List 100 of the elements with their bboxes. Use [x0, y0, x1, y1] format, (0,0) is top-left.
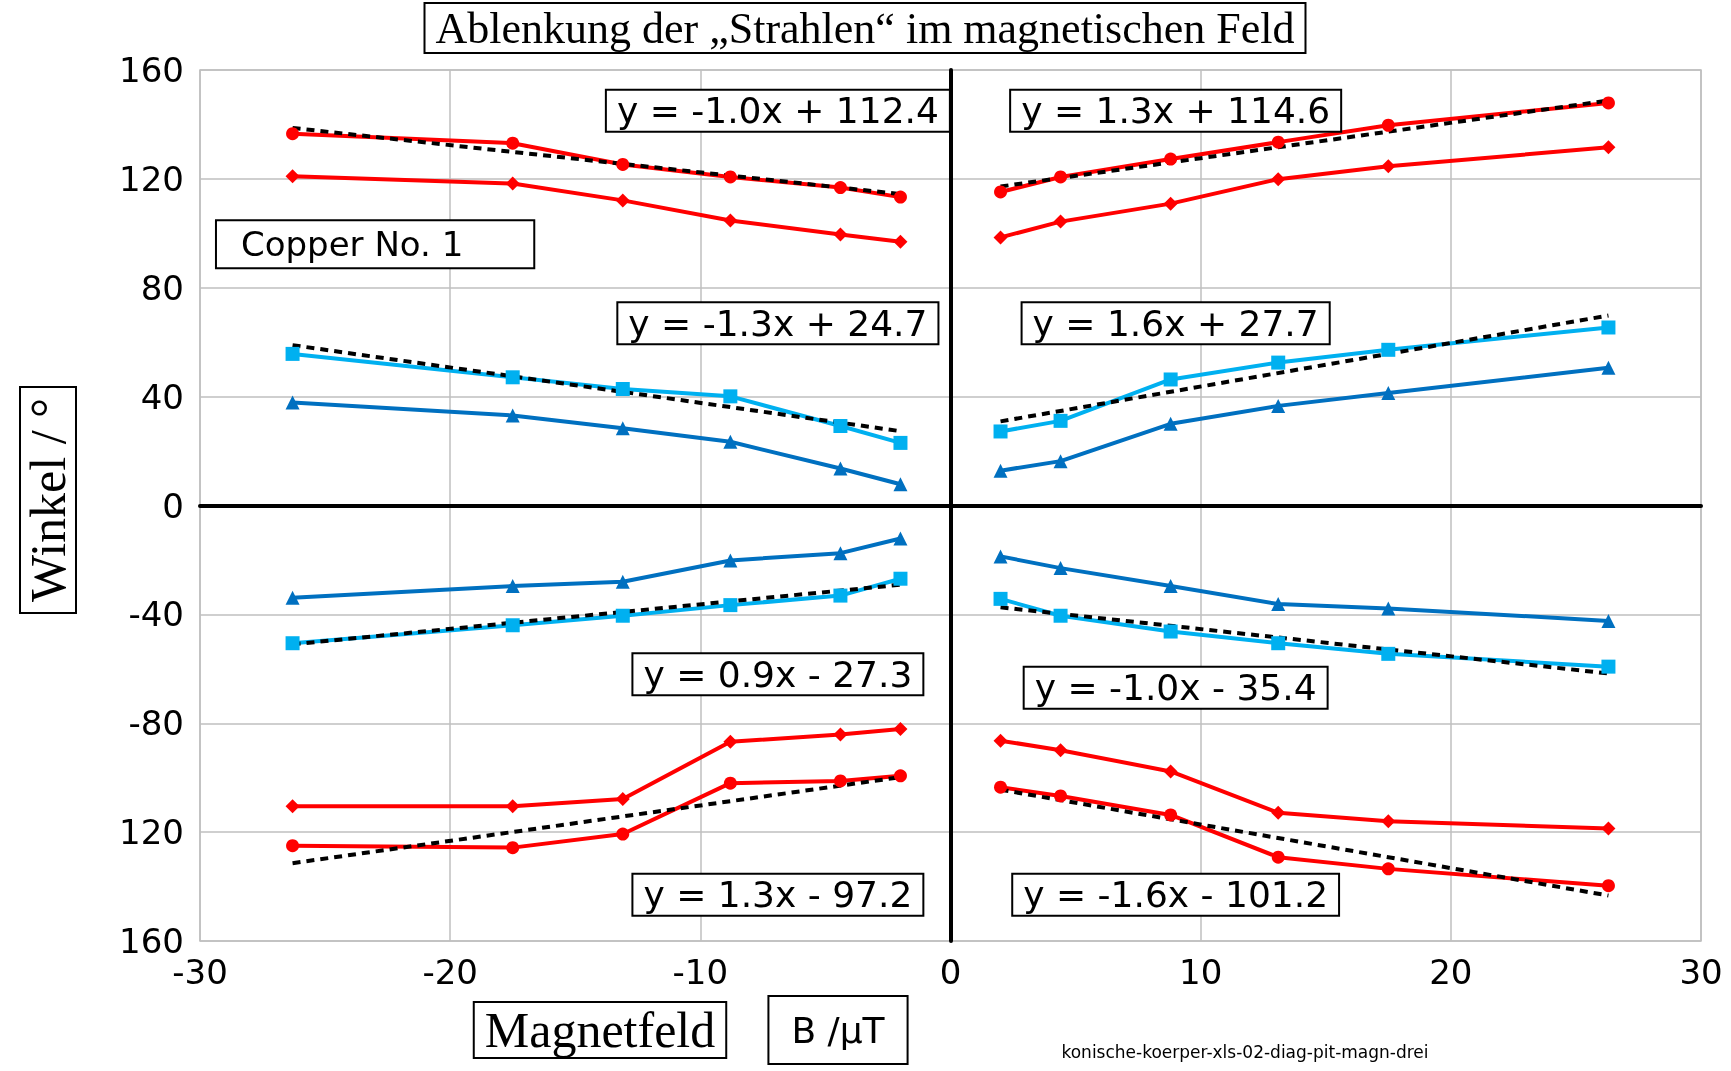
point [994, 780, 1008, 794]
x-tick-label: 10 [1179, 952, 1223, 992]
point [1381, 118, 1395, 132]
annotation: y = -1.0x - 35.4 [1034, 667, 1317, 709]
point [833, 546, 848, 561]
point [1053, 413, 1068, 428]
y-tick-label: 0 [162, 485, 184, 526]
point [893, 769, 907, 783]
point [833, 461, 848, 476]
point [993, 733, 1008, 748]
point [505, 618, 520, 633]
point [1163, 372, 1178, 387]
point [893, 477, 908, 492]
point [505, 370, 520, 385]
point [615, 382, 630, 396]
y-axis-title: Winkel / ° [20, 397, 76, 603]
point [1163, 196, 1178, 211]
point [994, 185, 1008, 199]
point [285, 346, 300, 361]
x-axis-title: Magnetfeld [484, 1002, 716, 1058]
point [1164, 152, 1178, 166]
x-tick-label: -10 [672, 952, 729, 992]
point [285, 169, 300, 184]
point [993, 463, 1008, 478]
annotation: y = -1.3x + 24.7 [628, 302, 928, 344]
point [833, 727, 848, 742]
annotation: y = 1.3x - 97.2 [643, 874, 913, 916]
point [1271, 398, 1286, 413]
point [1054, 170, 1068, 184]
annotation: y = 0.9x - 27.3 [643, 653, 913, 695]
point [615, 608, 630, 623]
point [893, 571, 908, 586]
point [615, 421, 630, 436]
point [723, 213, 738, 228]
point [505, 579, 520, 594]
point [1601, 879, 1615, 893]
point [993, 591, 1008, 606]
point [833, 419, 848, 434]
y-tick-label: 160 [119, 50, 184, 90]
point [723, 389, 738, 404]
point [1271, 805, 1286, 820]
point [1601, 360, 1616, 375]
point [833, 774, 847, 788]
y-tick-label: 120 [119, 158, 184, 199]
point [285, 799, 300, 814]
y-tick-label: 80 [140, 267, 184, 308]
point [1053, 561, 1068, 576]
point [723, 598, 738, 613]
point [993, 549, 1008, 564]
y-tick-label: 40 [140, 376, 184, 417]
point [1271, 636, 1286, 651]
x-tick-label: 20 [1429, 952, 1473, 992]
point [1163, 764, 1178, 779]
point [615, 193, 630, 208]
point [506, 136, 520, 150]
annotation: y = -1.0x + 112.4 [616, 90, 939, 132]
point [993, 230, 1008, 245]
point [505, 408, 520, 423]
point [1053, 608, 1068, 623]
point [893, 531, 908, 546]
point [723, 734, 738, 749]
point [285, 590, 300, 605]
point [893, 234, 908, 249]
x-tick-label: 30 [1679, 952, 1723, 992]
text: konische-koerper-xls-02-diag-pit-magn-drei [1061, 1042, 1429, 1062]
annotation: y = 1.6x + 27.7 [1032, 302, 1319, 344]
x-tick-label: -20 [422, 952, 478, 992]
point [1054, 789, 1068, 803]
point [723, 170, 737, 184]
point [286, 127, 300, 141]
point [1381, 862, 1395, 876]
point [893, 190, 907, 204]
y-tick-label: -40 [128, 594, 184, 635]
point [1381, 386, 1396, 401]
point [615, 574, 630, 589]
point [723, 553, 738, 568]
point [1271, 355, 1286, 370]
point [833, 588, 848, 603]
point [1381, 159, 1396, 174]
point [723, 434, 738, 449]
y-tick-label: -80 [128, 703, 184, 744]
point [1381, 342, 1396, 357]
text: B /µT [791, 1009, 886, 1051]
point [1163, 579, 1178, 594]
point [1381, 646, 1396, 661]
point [285, 636, 300, 651]
point [723, 776, 737, 790]
point [1601, 659, 1616, 674]
point [1601, 613, 1616, 628]
point [1601, 320, 1616, 335]
annotation: y = -1.6x - 101.2 [1023, 874, 1329, 916]
point [1271, 597, 1286, 612]
point [1601, 821, 1616, 836]
point [893, 721, 908, 736]
point [1381, 601, 1396, 616]
point [833, 181, 847, 195]
y-tick-label: 120 [119, 812, 184, 853]
point [286, 839, 300, 853]
point [1053, 743, 1068, 758]
point [1381, 814, 1396, 829]
